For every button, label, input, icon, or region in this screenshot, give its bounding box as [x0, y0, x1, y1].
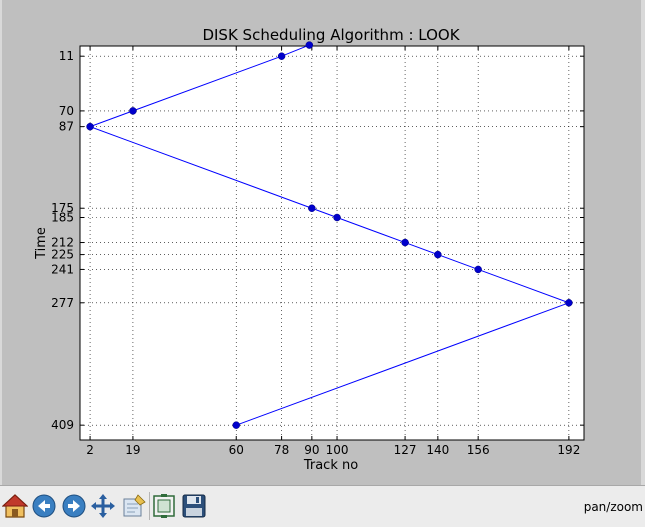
toolbar-separator — [149, 492, 150, 520]
x-tick-label: 100 — [326, 443, 349, 457]
data-point — [129, 107, 137, 115]
pan-arrows-icon — [91, 494, 115, 518]
data-point — [333, 213, 341, 222]
x-tick-label: 60 — [229, 443, 244, 457]
data-point — [305, 41, 314, 49]
chart: 2 19 60 78 90 100 127 140 156 1921170871751852122… — [34, 26, 585, 473]
y-tick-label: 212 — [51, 236, 74, 250]
y-tick-label: 87 — [59, 120, 74, 134]
x-tick-label: 156 — [467, 443, 490, 457]
ticks: 2 19 60 78 90 100 127 140 156 1921170871751852122… — [51, 46, 584, 457]
x-tick-label: 140 — [426, 443, 449, 457]
back-button[interactable] — [30, 491, 58, 521]
pan-button[interactable] — [89, 491, 117, 521]
figure-canvas: 2 19 60 78 90 100 127 140 156 192 11 70 87 175 185 212 2… — [0, 0, 645, 485]
zoom-button[interactable] — [120, 491, 148, 521]
x-axis-label: Track no — [303, 458, 358, 473]
x-tick-label: 192 — [557, 443, 580, 457]
grid — [80, 46, 584, 440]
save-disk-icon — [182, 494, 206, 518]
y-tick-label: 409 — [51, 418, 74, 432]
subplots-button[interactable] — [150, 491, 178, 521]
x-tick-label: 127 — [394, 443, 417, 457]
data-point — [86, 122, 94, 131]
save-button[interactable] — [180, 491, 208, 521]
figure-border — [0, 0, 2, 485]
data-point — [232, 421, 240, 429]
series — [86, 41, 573, 429]
chart-title: DISK Scheduling Algorithm : LOOK — [202, 26, 460, 44]
home-button[interactable] — [1, 491, 29, 521]
plot-area — [79, 45, 585, 441]
y-tick-label: 241 — [51, 262, 74, 276]
x-tick-label: 19 — [125, 443, 140, 457]
y-tick-label: 225 — [51, 248, 74, 262]
status-text: pan/zoom — [583, 500, 643, 514]
zoom-rect-icon — [123, 494, 146, 517]
data-point — [565, 299, 573, 307]
data-point — [308, 204, 316, 212]
data-point — [434, 250, 442, 259]
y-tick-label: 11 — [59, 49, 74, 63]
x-tick-label: 78 — [274, 443, 289, 457]
back-arrow-icon — [32, 494, 56, 518]
y-tick-label: 277 — [51, 296, 74, 310]
y-tick-label: 70 — [59, 104, 74, 118]
x-tick-label: 2 — [86, 443, 94, 457]
navigation-toolbar: pan/zoom — [0, 485, 645, 527]
home-icon — [2, 494, 28, 518]
data-point — [277, 52, 286, 60]
data-point — [474, 265, 482, 274]
forward-button[interactable] — [60, 491, 88, 521]
y-axis-label: Time — [34, 227, 49, 260]
data-point — [401, 238, 409, 247]
y-tick-label: 185 — [51, 211, 74, 225]
figure-border — [641, 0, 645, 485]
subplots-icon — [153, 494, 175, 518]
forward-arrow-icon — [62, 494, 86, 518]
y-tick-label: 175 — [51, 201, 74, 215]
x-tick-label: 90 — [304, 443, 319, 457]
